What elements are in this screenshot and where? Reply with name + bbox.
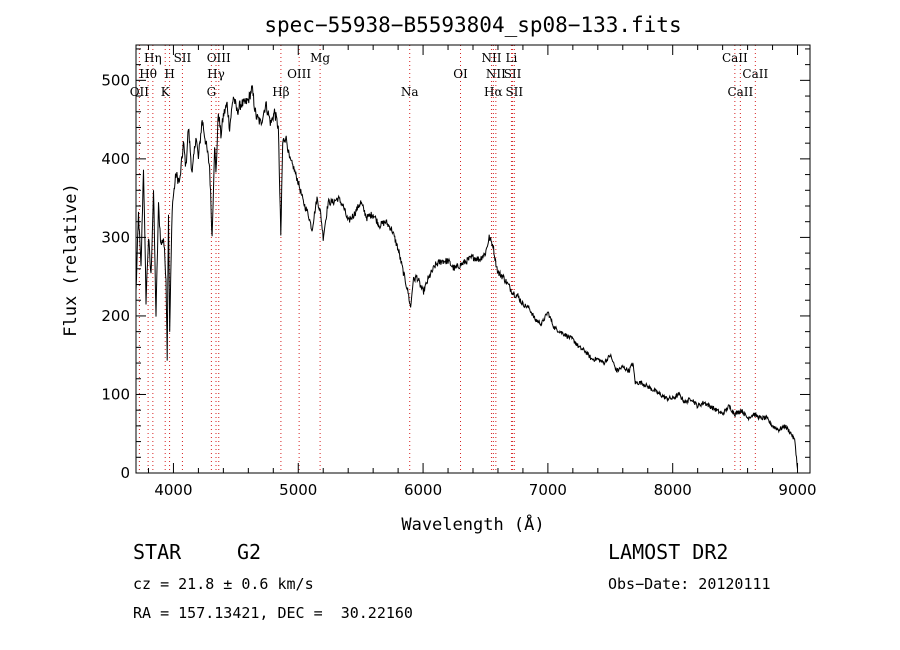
x-axis-label: Wavelength (Å): [401, 513, 544, 535]
x-tick-label: 7000: [529, 481, 567, 499]
line-label-20: CaII: [722, 51, 748, 65]
line-label-22: CaII: [742, 67, 768, 81]
line-label-21: CaII: [727, 85, 753, 99]
spectrum-series: [135, 84, 798, 470]
object-subclass: G2: [237, 540, 262, 564]
survey-name: LAMOST DR2: [608, 540, 729, 564]
line-label-14: NII: [481, 51, 501, 65]
x-axis-ticks: 4000 5000 6000 7000 8000 9000: [147, 45, 817, 499]
spectrum-line-0: [135, 84, 798, 470]
line-label-13: OI: [453, 67, 468, 81]
line-label-1: Hθ: [139, 67, 157, 81]
line-label-11: Mg: [310, 51, 330, 65]
line-label-12: Na: [401, 85, 419, 99]
x-tick-label: 4000: [154, 481, 192, 499]
line-label-0: OII: [130, 85, 150, 99]
line-label-2: Hη: [144, 51, 162, 65]
y-tick-label: 200: [101, 307, 130, 325]
line-label-10: OIII: [287, 67, 311, 81]
line-label-8: OIII: [207, 51, 231, 65]
y-axis-ticks: 0 100 200 300 400 500: [101, 48, 810, 482]
y-tick-label: 400: [101, 150, 130, 168]
observation-date: Obs−Date: 20120111: [608, 575, 771, 593]
x-tick-label: 6000: [404, 481, 442, 499]
line-label-3: K: [161, 85, 171, 99]
x-tick-label: 9000: [778, 481, 816, 499]
line-label-16: NII: [486, 67, 506, 81]
y-tick-label: 0: [120, 464, 130, 482]
line-label-4: H: [164, 67, 174, 81]
y-tick-label: 500: [101, 71, 130, 89]
line-label-9: Hβ: [272, 85, 289, 99]
y-tick-label: 300: [101, 228, 130, 246]
chart-title: spec−55938−B5593804_sp08−133.fits: [264, 13, 681, 37]
y-axis-label: Flux (relative): [61, 183, 81, 337]
spectral-line-markers: [138, 45, 756, 473]
object-class: STAR: [133, 540, 182, 564]
y-tick-label: 100: [101, 385, 130, 403]
ra-dec-coordinates: RA = 157.13421, DEC = 30.22160: [133, 604, 413, 622]
line-label-5: SII: [174, 51, 192, 65]
line-label-18: SII: [504, 67, 522, 81]
line-label-6: G: [207, 85, 217, 99]
spectral-line-labels: OIIHθHηKHSIIGHγOIIIHβOIIIMgNaOINIIHαNIIL…: [130, 51, 769, 99]
line-label-19: SII: [505, 85, 523, 99]
line-label-17: Li: [506, 51, 518, 65]
x-tick-label: 8000: [654, 481, 692, 499]
line-label-7: Hγ: [207, 67, 225, 81]
line-label-15: Hα: [484, 85, 503, 99]
x-tick-label: 5000: [279, 481, 317, 499]
redshift-velocity: cz = 21.8 ± 0.6 km/s: [133, 575, 314, 593]
